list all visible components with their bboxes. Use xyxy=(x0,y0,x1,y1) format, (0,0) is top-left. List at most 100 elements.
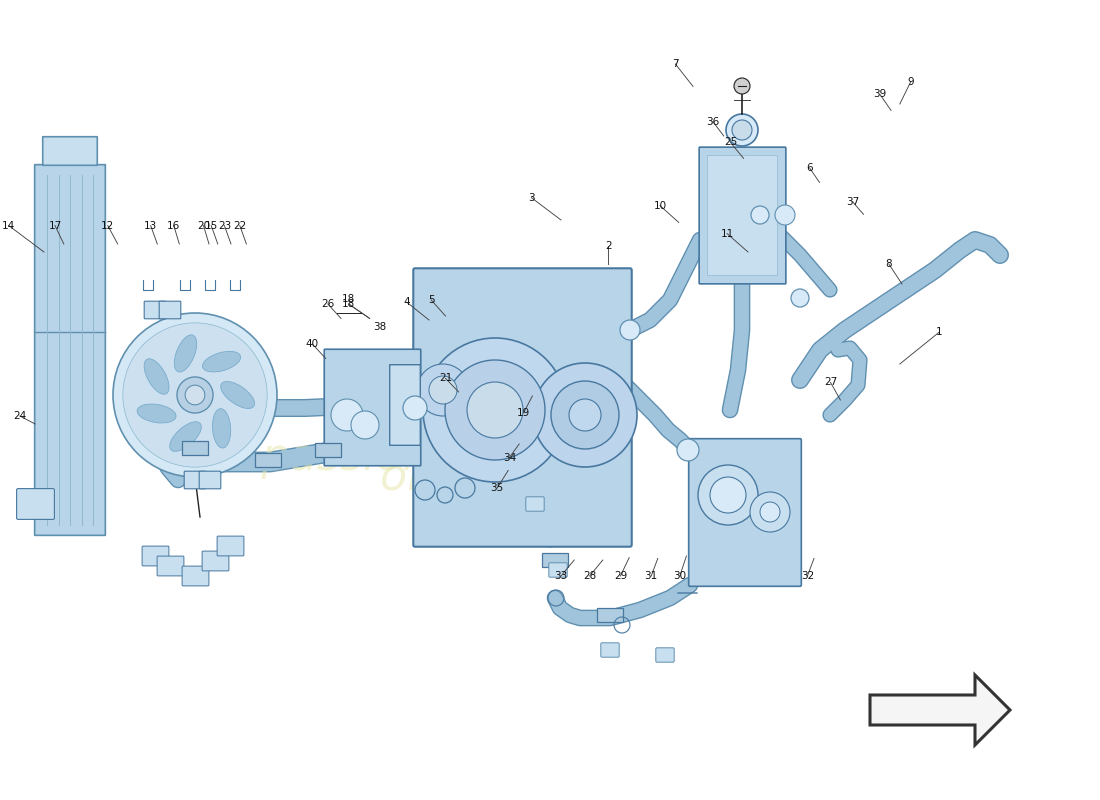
Text: 6: 6 xyxy=(806,163,813,173)
Circle shape xyxy=(403,396,427,420)
Circle shape xyxy=(710,477,746,513)
FancyBboxPatch shape xyxy=(202,551,229,571)
Text: 7: 7 xyxy=(672,59,679,69)
Text: 3: 3 xyxy=(528,193,535,202)
Text: 33: 33 xyxy=(554,571,568,581)
Ellipse shape xyxy=(138,404,176,423)
FancyBboxPatch shape xyxy=(414,268,631,546)
Circle shape xyxy=(676,439,698,461)
FancyBboxPatch shape xyxy=(183,566,209,586)
Ellipse shape xyxy=(202,351,241,372)
Circle shape xyxy=(468,382,522,438)
Text: 10: 10 xyxy=(653,201,667,210)
Ellipse shape xyxy=(221,382,254,409)
Bar xyxy=(597,608,623,622)
Bar xyxy=(255,453,280,467)
Circle shape xyxy=(185,385,205,405)
Text: 16: 16 xyxy=(167,221,180,230)
Text: 20: 20 xyxy=(197,221,210,230)
Ellipse shape xyxy=(174,335,197,372)
Text: 18: 18 xyxy=(342,299,355,309)
Circle shape xyxy=(551,381,619,449)
Text: 40: 40 xyxy=(306,339,319,349)
Text: 38: 38 xyxy=(373,322,386,333)
Text: 34: 34 xyxy=(503,453,516,462)
Text: 2: 2 xyxy=(605,242,612,251)
FancyBboxPatch shape xyxy=(526,497,544,511)
Circle shape xyxy=(113,313,277,477)
FancyBboxPatch shape xyxy=(389,365,420,446)
Circle shape xyxy=(177,377,213,413)
Text: 4: 4 xyxy=(404,298,410,307)
Text: 31: 31 xyxy=(645,571,658,581)
Circle shape xyxy=(751,206,769,224)
Text: 1: 1 xyxy=(936,327,943,337)
Text: 21: 21 xyxy=(439,374,452,383)
FancyBboxPatch shape xyxy=(35,165,106,535)
Text: 8: 8 xyxy=(886,259,892,269)
Circle shape xyxy=(534,363,637,467)
Text: 35: 35 xyxy=(491,483,504,493)
FancyBboxPatch shape xyxy=(700,147,785,284)
Text: 32: 32 xyxy=(801,571,814,581)
FancyBboxPatch shape xyxy=(43,137,97,166)
Text: 15: 15 xyxy=(205,221,218,230)
Circle shape xyxy=(123,323,267,467)
Text: 5: 5 xyxy=(428,295,435,305)
Circle shape xyxy=(424,338,566,482)
Circle shape xyxy=(429,376,456,404)
Circle shape xyxy=(760,502,780,522)
Polygon shape xyxy=(870,675,1010,745)
Circle shape xyxy=(569,399,601,431)
Text: 12: 12 xyxy=(101,221,114,230)
Text: 22: 22 xyxy=(233,221,246,230)
Text: 23: 23 xyxy=(218,221,231,230)
Bar xyxy=(315,443,341,457)
Ellipse shape xyxy=(212,409,231,448)
FancyBboxPatch shape xyxy=(689,438,801,586)
Circle shape xyxy=(776,205,795,225)
Text: 17: 17 xyxy=(48,221,62,230)
Text: 13: 13 xyxy=(144,221,157,230)
Text: 11: 11 xyxy=(720,229,734,238)
Text: a passion f: a passion f xyxy=(220,436,461,479)
Circle shape xyxy=(732,120,752,140)
FancyBboxPatch shape xyxy=(199,471,221,489)
Circle shape xyxy=(726,114,758,146)
Text: 29: 29 xyxy=(614,571,627,581)
Circle shape xyxy=(750,492,790,532)
Text: b: b xyxy=(520,299,578,377)
Text: 14: 14 xyxy=(2,221,15,230)
Ellipse shape xyxy=(169,422,201,451)
Circle shape xyxy=(331,399,363,431)
Text: 39: 39 xyxy=(873,90,887,99)
FancyBboxPatch shape xyxy=(144,301,166,318)
Ellipse shape xyxy=(144,358,169,394)
Text: 37: 37 xyxy=(846,197,859,206)
Circle shape xyxy=(417,364,469,416)
Circle shape xyxy=(734,78,750,94)
Bar xyxy=(182,441,208,455)
Text: 25: 25 xyxy=(724,138,737,147)
Circle shape xyxy=(446,360,544,460)
Circle shape xyxy=(351,411,380,439)
FancyBboxPatch shape xyxy=(184,471,206,489)
Text: euro: euro xyxy=(420,299,627,377)
FancyBboxPatch shape xyxy=(601,642,619,657)
FancyBboxPatch shape xyxy=(656,648,674,662)
Text: 36: 36 xyxy=(706,117,719,126)
Text: 18: 18 xyxy=(342,294,355,304)
FancyBboxPatch shape xyxy=(549,563,568,577)
Text: 19: 19 xyxy=(517,408,530,418)
Text: 30: 30 xyxy=(673,571,686,581)
Bar xyxy=(542,553,568,567)
FancyBboxPatch shape xyxy=(324,350,421,466)
FancyBboxPatch shape xyxy=(217,536,244,556)
Circle shape xyxy=(620,320,640,340)
FancyBboxPatch shape xyxy=(707,155,778,275)
Text: 27: 27 xyxy=(824,378,837,387)
FancyBboxPatch shape xyxy=(160,301,180,318)
Text: or classics: or classics xyxy=(379,456,610,499)
Circle shape xyxy=(791,289,808,307)
FancyBboxPatch shape xyxy=(157,556,184,576)
